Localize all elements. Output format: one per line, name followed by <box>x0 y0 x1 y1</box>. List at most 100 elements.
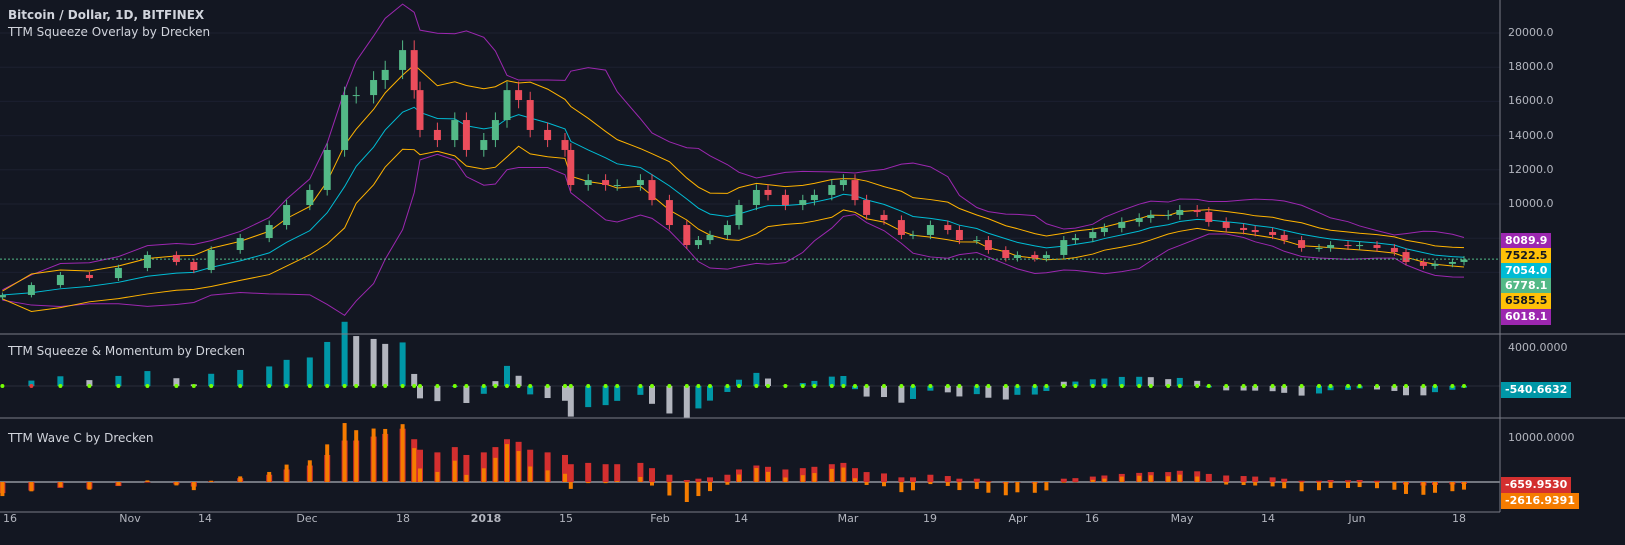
wave-b-bar <box>116 482 121 486</box>
momentum-bar <box>1101 378 1108 386</box>
momentum-bar <box>370 338 377 386</box>
momentum-bar <box>753 372 760 386</box>
candle <box>764 189 772 195</box>
momentum-bar <box>1043 386 1050 391</box>
candle <box>462 120 470 150</box>
wave-b-bar <box>87 482 92 490</box>
time-axis-tick: Mar <box>837 512 859 525</box>
momentum-bar <box>1176 377 1183 386</box>
candle <box>416 90 424 130</box>
wave-b-bar <box>1102 478 1107 482</box>
candle <box>955 229 963 241</box>
squeeze-dot <box>267 384 272 388</box>
squeeze-dot <box>841 384 846 388</box>
wave-b-bar <box>1404 482 1408 494</box>
momentum-bar <box>649 386 655 404</box>
wave-b-bar <box>452 460 457 482</box>
squeeze-dot <box>737 384 741 388</box>
candle <box>810 194 818 201</box>
wave-b-bar <box>1241 482 1246 486</box>
wave-b-bar <box>1421 482 1426 495</box>
momentum-bar <box>1316 386 1322 394</box>
momentum-bar <box>1281 386 1288 393</box>
price-pane <box>0 3 1500 317</box>
candle <box>1240 227 1248 230</box>
keltner-upper-line <box>2 64 1465 292</box>
wave-b-bar <box>638 476 643 482</box>
wave-a-bar <box>683 480 690 482</box>
wave-b-bar <box>516 451 521 482</box>
wave-b-bar <box>505 444 509 482</box>
wave-b-bar <box>882 482 886 487</box>
candle <box>723 225 731 235</box>
momentum-bar <box>57 376 64 386</box>
wave-b-bar <box>945 482 950 486</box>
momentum-bar <box>863 386 870 397</box>
momentum-bar <box>1391 386 1398 391</box>
squeeze-dot <box>1357 384 1362 388</box>
momentum-bar <box>434 386 441 402</box>
candle <box>370 80 378 96</box>
candle <box>1327 245 1335 248</box>
candle <box>584 180 592 186</box>
momentum-bar <box>86 380 93 386</box>
candle <box>1298 240 1306 248</box>
squeeze-dot <box>516 384 521 388</box>
momentum-bar <box>480 386 487 394</box>
candle <box>114 267 122 279</box>
squeeze-dot <box>1392 384 1397 388</box>
momentum-indicator-title[interactable]: TTM Squeeze & Momentum by Drecken <box>8 344 246 358</box>
wave-b-bar <box>1317 482 1321 491</box>
squeeze-dot <box>800 384 805 388</box>
keltner-lower-line <box>2 145 1465 313</box>
wave-b-bar <box>1032 482 1037 493</box>
wave-b-bar <box>1450 482 1455 492</box>
momentum-bar <box>144 371 151 386</box>
time-axis-tick: 2018 <box>470 512 502 525</box>
squeeze-dot <box>853 384 857 388</box>
candle <box>381 69 389 81</box>
wave-b-bar <box>342 423 347 482</box>
wave-b-bar <box>58 482 63 488</box>
squeeze-dot <box>435 384 440 388</box>
momentum-bar <box>637 386 644 395</box>
momentum-bar <box>1165 379 1172 386</box>
squeeze-dot <box>986 384 991 388</box>
momentum-bar <box>585 386 592 408</box>
candle <box>1251 229 1259 233</box>
price-tag: 8089.9 <box>1501 233 1552 249</box>
squeeze-dot <box>1032 384 1037 388</box>
candle <box>451 120 459 141</box>
momentum-bar <box>1420 386 1427 396</box>
squeeze-dot <box>342 384 347 388</box>
momentum-bar <box>208 373 215 386</box>
overlay-indicator-title[interactable]: TTM Squeeze Overlay by Drecken <box>8 25 211 39</box>
squeeze-dot <box>1003 384 1008 388</box>
wave-b-bar <box>238 476 243 482</box>
squeeze-dot <box>1177 384 1182 388</box>
candle <box>503 90 511 121</box>
price-axis-tick: 10000.0 <box>1508 197 1554 210</box>
candle <box>491 120 499 141</box>
candle <box>1176 209 1184 215</box>
time-axis-tick: Apr <box>1008 512 1028 525</box>
candle <box>1222 221 1230 228</box>
momentum-bar <box>898 386 905 403</box>
momentum-bar <box>1194 380 1201 386</box>
wave-b-bar <box>1433 482 1437 493</box>
squeeze-dot <box>1073 384 1078 388</box>
squeeze-dot <box>957 384 962 388</box>
squeeze-dot <box>174 384 179 388</box>
wave-b-bar <box>267 471 272 482</box>
momentum-bar <box>985 386 992 398</box>
candle <box>909 234 917 236</box>
momentum-bar <box>283 359 290 386</box>
candle <box>352 95 360 97</box>
wave-indicator-title[interactable]: TTM Wave C by Drecken <box>8 431 154 445</box>
squeeze-dot <box>911 384 915 388</box>
price-axis-tick: 14000.0 <box>1508 128 1554 142</box>
wave-a-bar <box>527 449 534 482</box>
time-axis-tick: 16 <box>3 512 17 525</box>
momentum-bar <box>1298 386 1305 396</box>
